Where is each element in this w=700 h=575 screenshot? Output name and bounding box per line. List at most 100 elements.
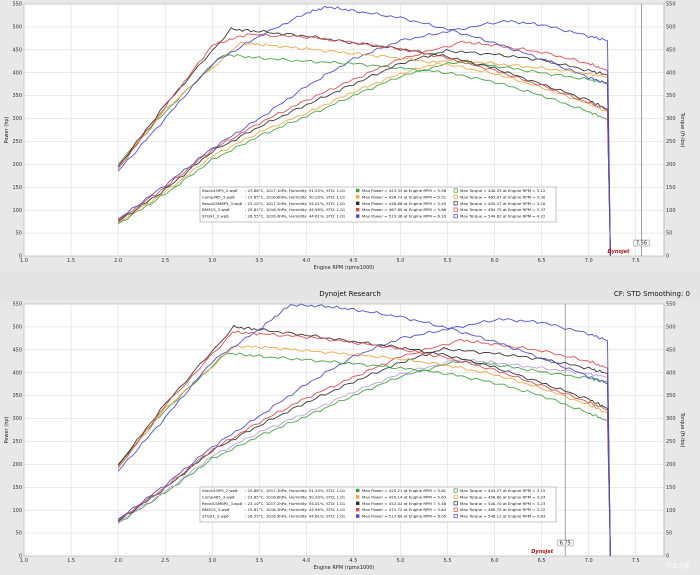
legend-max-power: Max Power = 448.66 at Engine RPM = 5.49 (362, 201, 447, 206)
y2-tick-label: 350 (666, 393, 676, 399)
torque-curve-run-4 (117, 33, 611, 257)
y-tick-label: 150 (12, 485, 22, 491)
legend-file: Comp485_3.wp6 (202, 194, 235, 199)
x-tick-label: 6.0 (491, 558, 499, 564)
torque-curve-run-1 (117, 352, 611, 557)
y2-tick-label: 350 (666, 93, 676, 99)
legend-max-power: Max Power = 428.73 at Engine RPM = 5.51 (362, 194, 447, 199)
legend-max-power: Max Power = 452.02 at Engine RPM = 5.46 (362, 501, 447, 506)
y2-tick-label: 500 (666, 25, 676, 31)
legend-max-torque: Max Torque = 440.33 at Engine RPM = 3.12 (460, 188, 546, 193)
legend-torque-swatch (453, 507, 458, 512)
legend-file: STG91_2.wp6 (202, 214, 229, 219)
x-tick-label: 3.5 (255, 258, 263, 264)
legend-conditions: : 26.55°C, 1016.9hPa, Humidity: 44.61%, … (245, 514, 346, 519)
legend-torque-swatch (453, 214, 458, 219)
legend-max-power: Max Power = 513.36 at Engine RPM = 6.10 (362, 214, 447, 219)
x-tick-label: 3.0 (208, 558, 216, 564)
legend-power-swatch (356, 501, 360, 505)
legend-conditions: : 26.55°C, 1016.9hPa, Humidity: 44.61%, … (245, 214, 346, 219)
legend-max-power: Max Power = 423.33 at Engine RPM = 5.56 (362, 188, 447, 193)
x-tick-label: 6.0 (491, 258, 499, 264)
y-tick-label: 350 (12, 393, 22, 399)
y-tick-label: 0 (19, 254, 22, 260)
legend-max-torque: Max Torque = 443.27 at Engine RPM = 3.15 (460, 488, 546, 493)
legend-max-torque: Max Torque = 458.80 at Engine RPM = 3.24 (460, 494, 546, 499)
x-tick-label: 1.5 (67, 258, 75, 264)
legend-max-power: Max Power = 467.85 at Engine RPM = 5.66 (362, 207, 447, 212)
y-tick-label: 50 (16, 231, 22, 237)
y-axis-label: Power (hp) (4, 116, 10, 143)
x-tick-label: 7.5 (632, 558, 640, 564)
y-tick-label: 250 (12, 439, 22, 445)
x-tick-label: 7.0 (585, 258, 593, 264)
power-curve-run-2 (117, 358, 611, 557)
y2-tick-label: 550 (666, 302, 676, 308)
power-curve-run-4 (117, 338, 611, 557)
legend-file: BM3CS_3.wp6 (202, 207, 230, 212)
y2-tick-label: 300 (666, 116, 676, 122)
x-tick-label: 1.0 (20, 258, 28, 264)
dynojet-logo: Dynojet (531, 549, 554, 555)
cursor-readout: 7.56 (636, 240, 647, 246)
legend-max-torque: Max Torque = 500.70 at Engine RPM = 3.23 (460, 501, 546, 506)
power-curve-run-2 (117, 59, 611, 257)
power-curve-run-5 (117, 19, 611, 257)
torque-curve-run-2 (117, 344, 611, 557)
legend-power-swatch (356, 195, 360, 199)
legend-conditions: : 23.85°C, 1016.6hPa, Humidity: 50.20%, … (245, 194, 346, 199)
power-curve-run-1 (117, 360, 611, 557)
x-tick-label: 5.0 (396, 558, 404, 564)
y-tick-label: 200 (12, 162, 22, 168)
y2-tick-label: 200 (666, 162, 676, 168)
cursor-readout-box (633, 239, 650, 247)
x-axis-label: Engine RPM (rpmx1000) (314, 565, 375, 571)
legend-box (199, 486, 557, 523)
y2-tick-label: 150 (666, 185, 676, 191)
y-tick-label: 500 (12, 325, 22, 331)
power-curve-run-1 (117, 61, 611, 257)
x-tick-label: 3.5 (255, 558, 263, 564)
y2-axis-label: Torque (ft-lbs) (679, 112, 685, 148)
watermark: 汽车之家 (666, 562, 690, 570)
y-axis-label: Power (hp) (4, 416, 10, 443)
y-tick-label: 300 (12, 116, 22, 122)
y-tick-label: 300 (12, 416, 22, 422)
series-group (117, 303, 611, 557)
company-title: Dynojet Research (319, 290, 381, 298)
y2-tick-label: 400 (666, 370, 676, 376)
y2-tick-label: 450 (666, 47, 676, 53)
legend-file: RevalCSM6P5_3.wp6 (202, 201, 243, 206)
y2-tick-label: 300 (666, 416, 676, 422)
legend-power-swatch (356, 508, 360, 512)
y2-tick-label: 400 (666, 70, 676, 76)
y2-tick-label: 450 (666, 347, 676, 353)
legend-conditions: : 25.81°C, 1016.3hPa, Humidity: 44.99%, … (245, 507, 346, 512)
y2-tick-label: 50 (666, 231, 672, 237)
y-tick-label: 500 (12, 25, 22, 31)
y2-tick-label: 550 (666, 2, 676, 8)
legend-torque-swatch (453, 207, 458, 212)
legend-power-swatch (356, 514, 360, 518)
x-tick-label: 2.0 (114, 558, 122, 564)
x-tick-label: 4.0 (302, 258, 310, 264)
x-tick-label: 1.5 (67, 558, 75, 564)
power-curve-run-3 (117, 347, 611, 557)
legend-file: Stock43IP5_2.wp6 (202, 488, 238, 493)
grid (23, 3, 664, 257)
legend-power-swatch (356, 188, 360, 193)
x-tick-label: 6.5 (538, 558, 546, 564)
legend-torque-swatch (453, 194, 458, 199)
legend-max-torque: Max Torque = 489.75 at Engine RPM = 3.22 (460, 507, 546, 512)
legend-max-torque: Max Torque = 548.11 at Engine RPM = 3.83 (460, 514, 546, 519)
torque-curve-run-5 (117, 5, 611, 257)
legend-file: Comp485_3.wp6 (202, 494, 235, 499)
y2-tick-label: 500 (666, 325, 676, 331)
torque-curve-run-3 (117, 324, 611, 557)
legend-max-torque: Max Torque = 495.27 at Engine RPM = 3.20 (460, 201, 546, 206)
power-curve-run-3 (117, 48, 611, 257)
legend-file: RevalCSM6P5_3.wp6 (202, 501, 243, 506)
legend-max-torque: Max Torque = 544.82 at Engine RPM = 4.22 (460, 214, 546, 219)
y2-tick-label: 0 (666, 254, 669, 260)
